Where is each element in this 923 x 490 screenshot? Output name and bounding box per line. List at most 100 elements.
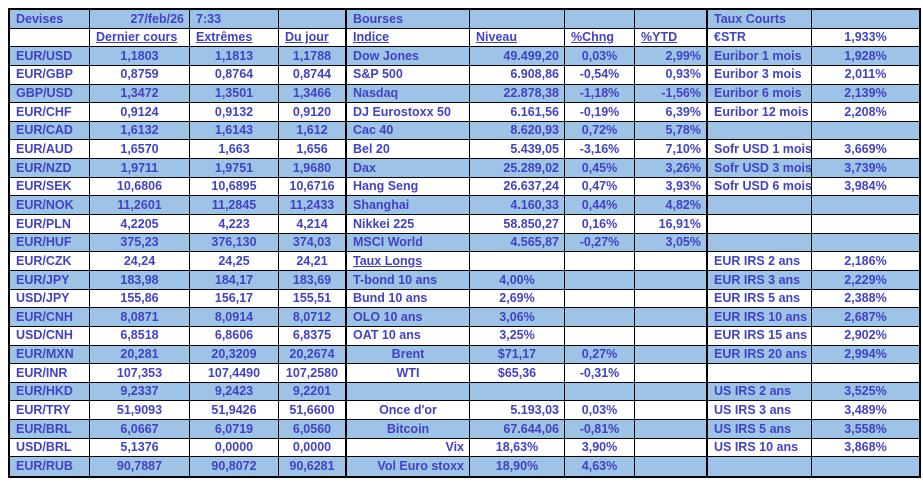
currency-pair-cell[interactable]: USD/CNH [10,326,90,346]
pct-ytd-cell[interactable] [635,10,708,29]
dernier-cours-cell[interactable]: 1,3472 [90,84,190,104]
taux-label-cell[interactable]: Sofr USD 1 mois [708,140,812,160]
niveau-cell[interactable]: 2,69% [470,289,565,309]
du-jour-cell[interactable]: 24,21 [279,252,347,271]
taux-label-cell[interactable]: Euribor 6 mois [708,84,812,104]
indice-cell[interactable]: Cac 40 [347,121,470,141]
taux-value-cell[interactable]: 2,994% [812,345,919,365]
dernier-cours-cell[interactable]: 1,6570 [90,140,190,160]
currency-pair-cell[interactable] [10,28,90,48]
dernier-cours-cell[interactable]: 0,8759 [90,65,190,85]
col-header-extremes[interactable]: Extrêmes [190,28,279,48]
du-jour-cell[interactable]: 90,6281 [279,457,347,476]
taux-label-cell[interactable]: EUR IRS 5 ans [708,289,812,309]
du-jour-cell[interactable]: 10,6716 [279,177,347,197]
niveau-cell[interactable]: 8.620,93 [470,121,565,141]
currency-pair-cell[interactable]: EUR/BRL [10,420,90,439]
col-header-ytd[interactable]: %YTD [635,28,708,48]
niveau-cell[interactable]: 4.565,87 [470,233,565,253]
dernier-cours-cell[interactable]: 6,8518 [90,326,190,346]
pct-ytd-cell[interactable] [635,326,708,346]
pct-chng-cell[interactable]: 0,03% [565,47,635,66]
indice-cell[interactable]: Bund 10 ans [347,289,470,309]
pct-ytd-cell[interactable]: 6,39% [635,103,708,122]
niveau-cell[interactable]: 58.850,27 [470,215,565,234]
taux-value-cell[interactable]: 2,687% [812,308,919,327]
currency-pair-cell[interactable]: GBP/USD [10,84,90,104]
du-jour-cell[interactable]: 8,0712 [279,308,347,327]
taux-value-cell[interactable]: 3,525% [812,382,919,402]
taux-value-cell[interactable]: 2,229% [812,270,919,290]
pct-chng-cell[interactable]: -3,16% [565,140,635,160]
taux-label-cell[interactable]: EUR IRS 3 ans [708,270,812,290]
niveau-cell[interactable]: 5.439,05 [470,140,565,160]
taux-value-cell[interactable]: 3,558% [812,420,919,439]
pct-chng-cell[interactable]: 4,63% [565,457,635,476]
niveau-cell[interactable]: 26.637,24 [470,177,565,197]
indice-cell[interactable]: MSCI World [347,233,470,253]
taux-value-cell[interactable]: 1,928% [812,47,919,66]
extremes-cell[interactable]: 376,130 [190,233,279,253]
extremes-cell[interactable]: 51,9426 [190,401,279,421]
taux-label-cell[interactable]: US IRS 10 ans [708,438,812,458]
pct-ytd-cell[interactable] [635,364,708,383]
extremes-cell[interactable]: 1,1813 [190,47,279,66]
pct-chng-cell[interactable] [565,10,635,29]
indice-cell[interactable]: OAT 10 ans [347,326,470,346]
taux-value-cell[interactable] [812,10,919,29]
niveau-cell[interactable]: 6.908,86 [470,65,565,85]
pct-chng-cell[interactable] [565,270,635,290]
indice-cell[interactable]: Vix [347,438,470,458]
dernier-cours-cell[interactable]: 4,2205 [90,215,190,234]
dernier-cours-cell[interactable]: 90,7887 [90,457,190,476]
taux-label-cell[interactable] [708,364,812,383]
currency-pair-cell[interactable]: EUR/CAD [10,121,90,141]
pct-chng-cell[interactable]: 0,45% [565,159,635,178]
niveau-cell[interactable]: 18,63% [470,438,565,458]
pct-ytd-cell[interactable]: 0,93% [635,65,708,85]
indice-cell[interactable]: Once d'or [347,401,470,421]
pct-chng-cell[interactable] [565,252,635,271]
taux-value-cell[interactable] [812,196,919,216]
taux-label-cell[interactable]: EUR IRS 2 ans [708,252,812,271]
pct-ytd-cell[interactable]: 16,91% [635,215,708,234]
taux-value-cell[interactable] [812,457,919,476]
dernier-cours-cell[interactable]: 20,281 [90,345,190,365]
pct-chng-cell[interactable]: -0,81% [565,420,635,439]
pct-chng-cell[interactable] [565,289,635,309]
extremes-cell[interactable]: 11,2845 [190,196,279,216]
du-jour-cell[interactable]: 6,0560 [279,420,347,439]
dernier-cours-cell[interactable]: 24,24 [90,252,190,271]
du-jour-cell[interactable]: 4,214 [279,215,347,234]
extremes-cell[interactable]: 1,663 [190,140,279,160]
taux-label-cell[interactable]: Euribor 3 mois [708,65,812,85]
taux-label-cell[interactable] [708,215,812,234]
currency-pair-cell[interactable]: EUR/HUF [10,233,90,253]
pct-ytd-cell[interactable] [635,457,708,476]
col-header-chng[interactable]: %Chng [565,28,635,48]
extremes-cell[interactable]: 9,2423 [190,382,279,402]
rate-name-cell[interactable]: €STR [708,28,812,48]
taux-value-cell[interactable]: 2,208% [812,103,919,122]
niveau-cell[interactable]: $71,17 [470,345,565,365]
du-jour-cell[interactable]: 9,2201 [279,382,347,402]
niveau-cell[interactable]: 6.161,56 [470,103,565,122]
du-jour-cell[interactable]: 183,69 [279,270,347,290]
rate-value-cell[interactable]: 1,933% [812,29,919,48]
col-header-dernier-cours[interactable]: Dernier cours [90,28,190,48]
dernier-cours-cell[interactable]: 8,0871 [90,308,190,327]
taux-label-cell[interactable] [708,233,812,253]
niveau-cell[interactable] [470,252,565,271]
du-jour-cell[interactable]: 20,2674 [279,345,347,365]
extremes-cell[interactable]: 8,0914 [190,308,279,327]
du-jour-cell[interactable]: 1,9680 [279,159,347,178]
du-jour-cell[interactable]: 1,1788 [279,47,347,66]
pct-ytd-cell[interactable]: 3,05% [635,233,708,253]
dernier-cours-cell[interactable]: 1,9711 [90,159,190,178]
extremes-cell[interactable]: 6,0719 [190,420,279,439]
currency-pair-cell[interactable]: EUR/GBP [10,65,90,85]
dernier-cours-cell[interactable]: 10,6806 [90,177,190,197]
currency-pair-cell[interactable]: USD/BRL [10,438,90,458]
currency-pair-cell[interactable]: EUR/PLN [10,215,90,234]
currency-pair-cell[interactable]: EUR/RUB [10,457,90,476]
